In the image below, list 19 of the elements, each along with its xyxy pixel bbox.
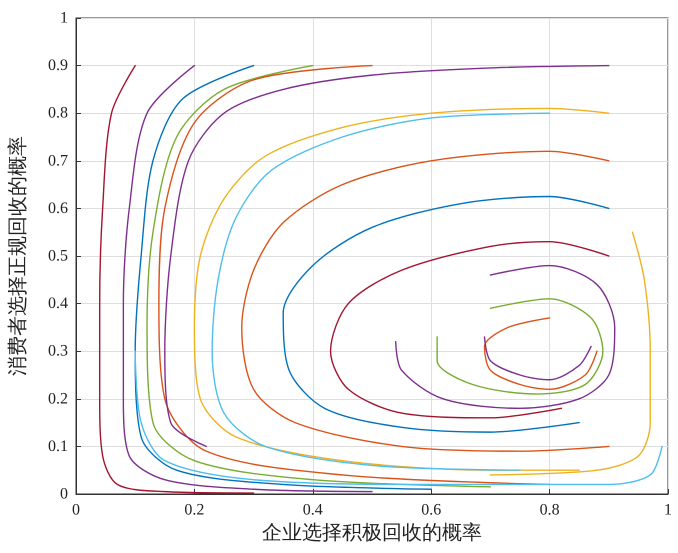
y-tick-label: 1 bbox=[60, 10, 68, 26]
y-tick-label: 0.3 bbox=[48, 342, 68, 360]
x-axis-title: 企业选择积极回收的概率 bbox=[262, 522, 482, 544]
y-tick-label: 0.6 bbox=[48, 200, 68, 217]
y-tick-label: 0.8 bbox=[48, 104, 68, 122]
x-tick-label: 0.8 bbox=[540, 502, 560, 518]
y-tick-label: 0.1 bbox=[48, 438, 68, 455]
x-tick-label: 1 bbox=[664, 502, 672, 518]
y-tick-label: 0.2 bbox=[48, 390, 68, 408]
y-tick-label: 0.9 bbox=[48, 57, 68, 74]
x-tick-label: 0 bbox=[72, 502, 80, 518]
y-tick-label: 0 bbox=[60, 486, 68, 502]
x-tick-label: 0.4 bbox=[302, 502, 323, 518]
x-tick-label: 0.6 bbox=[421, 502, 442, 518]
x-tick-label: 0.2 bbox=[184, 502, 204, 518]
y-tick-label: 0.4 bbox=[48, 295, 68, 312]
y-tick-label: 0.5 bbox=[48, 248, 68, 264]
y-axis-title: 消费者选择正规回收的概率 bbox=[7, 136, 29, 376]
y-tick-label: 0.7 bbox=[48, 152, 68, 170]
